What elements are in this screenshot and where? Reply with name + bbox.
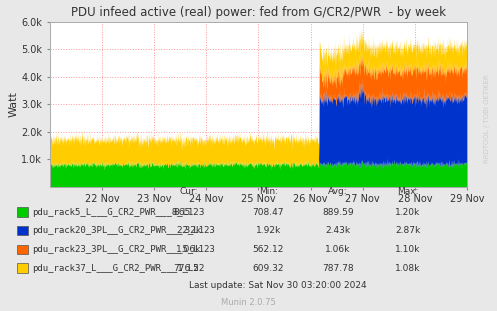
Text: pdu_rack37_L___G_CR2_PWR___1_L2: pdu_rack37_L___G_CR2_PWR___1_L2 [32,264,199,272]
Text: pdu_rack5_L___G_CR2_PWR___8_L1: pdu_rack5_L___G_CR2_PWR___8_L1 [32,208,193,216]
Text: 1.06k: 1.06k [176,245,202,254]
Text: RRDTOOL / TOBI OETIKER: RRDTOOL / TOBI OETIKER [484,74,490,163]
Text: 889.59: 889.59 [322,208,354,216]
Text: 609.32: 609.32 [252,264,284,272]
Text: 776.52: 776.52 [173,264,205,272]
Text: Max:: Max: [397,187,418,196]
Text: 787.78: 787.78 [322,264,354,272]
Text: Last update: Sat Nov 30 03:20:00 2024: Last update: Sat Nov 30 03:20:00 2024 [189,281,366,290]
Text: 1.10k: 1.10k [395,245,420,254]
Y-axis label: Watt: Watt [8,91,18,117]
Text: pdu_rack20_3PL__G_CR2_PWR___2_L123: pdu_rack20_3PL__G_CR2_PWR___2_L123 [32,226,215,235]
Text: 562.12: 562.12 [252,245,284,254]
Text: Cur:: Cur: [179,187,198,196]
Text: 1.08k: 1.08k [395,264,420,272]
Text: Min:: Min: [259,187,278,196]
Text: 865.23: 865.23 [173,208,205,216]
Text: pdu_rack23_3PL__G_CR2_PWR___5_L123: pdu_rack23_3PL__G_CR2_PWR___5_L123 [32,245,215,254]
Text: Avg:: Avg: [328,187,348,196]
Text: 2.43k: 2.43k [326,226,350,235]
Text: 1.06k: 1.06k [325,245,351,254]
Text: 708.47: 708.47 [252,208,284,216]
Text: 2.32k: 2.32k [176,226,201,235]
Text: 1.20k: 1.20k [395,208,420,216]
Text: 2.87k: 2.87k [395,226,420,235]
Title: PDU infeed active (real) power: fed from G/CR2/PWR  - by week: PDU infeed active (real) power: fed from… [71,6,446,19]
Text: 1.92k: 1.92k [256,226,281,235]
Text: Munin 2.0.75: Munin 2.0.75 [221,298,276,307]
